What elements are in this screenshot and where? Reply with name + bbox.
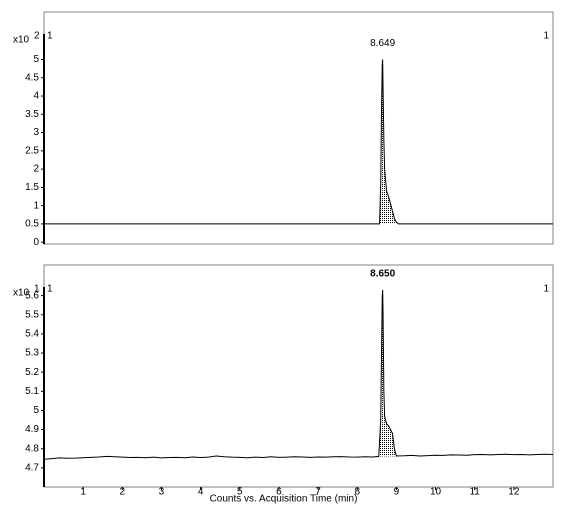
peak-label: 8.649: [370, 38, 395, 49]
y-multiplier-exponent: 1: [34, 284, 40, 295]
x-tick-label: 10: [430, 487, 442, 498]
y-tick-label: 3: [33, 127, 39, 138]
peak-area: [379, 59, 397, 224]
x-tick-label: 2: [120, 487, 126, 498]
corner-label: 1: [47, 31, 53, 42]
y-tick-label: 4.5: [25, 72, 39, 83]
y-tick-label: 5: [33, 54, 39, 65]
plot-frame: [43, 11, 554, 245]
x-tick-label: 1: [80, 487, 86, 498]
x-axis-title: Counts vs. Acquisition Time (min): [210, 494, 358, 505]
y-tick-label: 0.5: [25, 219, 39, 230]
y-tick-label: 2.5: [25, 145, 39, 156]
x-tick-label: 7: [315, 487, 321, 498]
x-tick-label: 6: [276, 487, 282, 498]
peak-label: 8.650: [370, 269, 395, 280]
y-tick-label: 5.2: [25, 367, 39, 378]
x-tick-label: 8: [354, 487, 360, 498]
plot-frame: [43, 264, 554, 488]
y-tick-label: 1: [33, 200, 39, 211]
x-tick-label: 9: [394, 487, 400, 498]
y-tick-label: 5.1: [25, 386, 39, 397]
trace-line: [43, 289, 554, 460]
x-tick-label: 5: [237, 487, 243, 498]
y-tick-label: 4.8: [25, 443, 39, 454]
y-tick-label: 2: [33, 164, 39, 175]
y-tick-label: 4: [33, 91, 39, 102]
y-tick-label: 5: [33, 405, 39, 416]
trace-line: [44, 59, 553, 225]
y-tick-label: 1.5: [25, 182, 39, 193]
y-tick-label: 3.5: [25, 109, 39, 120]
y-multiplier: x10: [13, 35, 30, 46]
y-multiplier-exponent: 2: [34, 31, 40, 42]
y-tick-label: 5.4: [25, 329, 39, 340]
y-tick-label: 5.5: [25, 309, 39, 320]
corner-label: 1: [543, 284, 549, 295]
y-tick-label: 5.6: [25, 290, 39, 301]
y-tick-label: 0: [33, 237, 39, 248]
y-tick-label: 4.7: [25, 463, 39, 474]
corner-label: 1: [543, 31, 549, 42]
y-multiplier: x10: [13, 288, 30, 299]
corner-label: 1: [47, 284, 53, 295]
x-tick-label: 12: [508, 487, 520, 498]
y-tick-label: 5.3: [25, 348, 39, 359]
y-tick-label: 4.9: [25, 424, 39, 435]
x-tick-label: 3: [159, 487, 165, 498]
x-tick-label: 11: [469, 487, 480, 498]
x-tick-label: 4: [198, 487, 204, 498]
